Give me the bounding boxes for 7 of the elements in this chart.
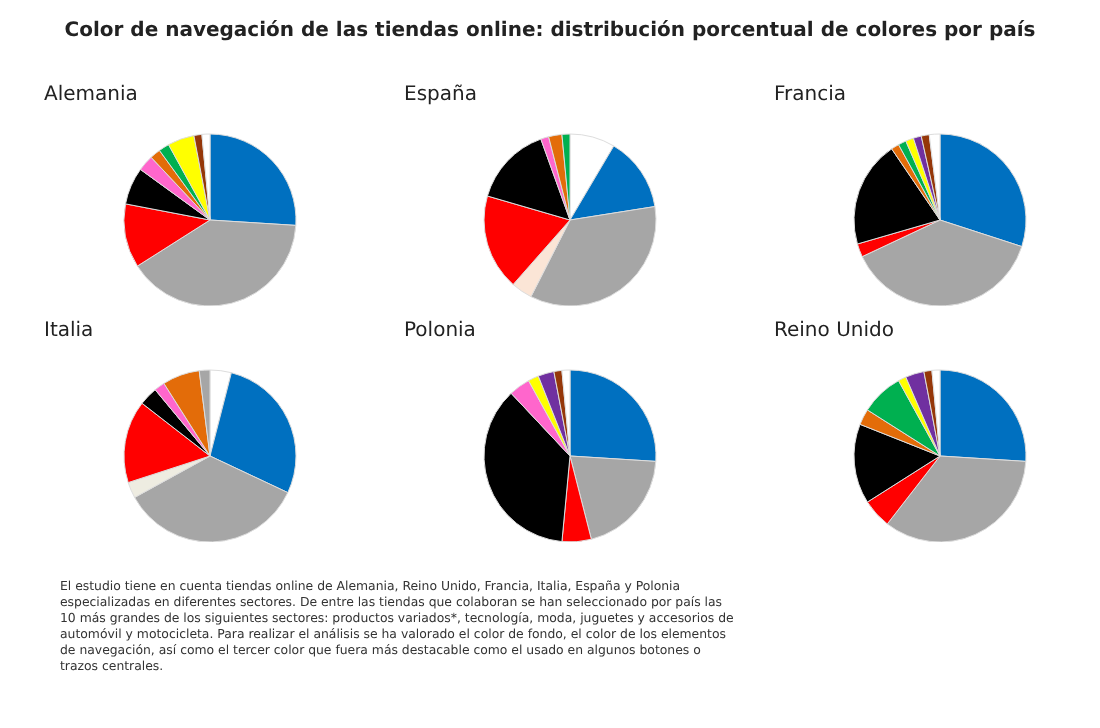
chart-title: España: [404, 84, 479, 106]
chart-title: Polonia: [404, 320, 478, 342]
chart-title: Italia: [44, 320, 96, 342]
chart-title: Reino Unido: [774, 320, 896, 342]
chart-title: Alemania: [44, 84, 140, 106]
text: Color de navegación de las tiendas online: distribución porcentual de colores por país: [62, 20, 1038, 42]
chart-title: Francia: [774, 84, 849, 106]
